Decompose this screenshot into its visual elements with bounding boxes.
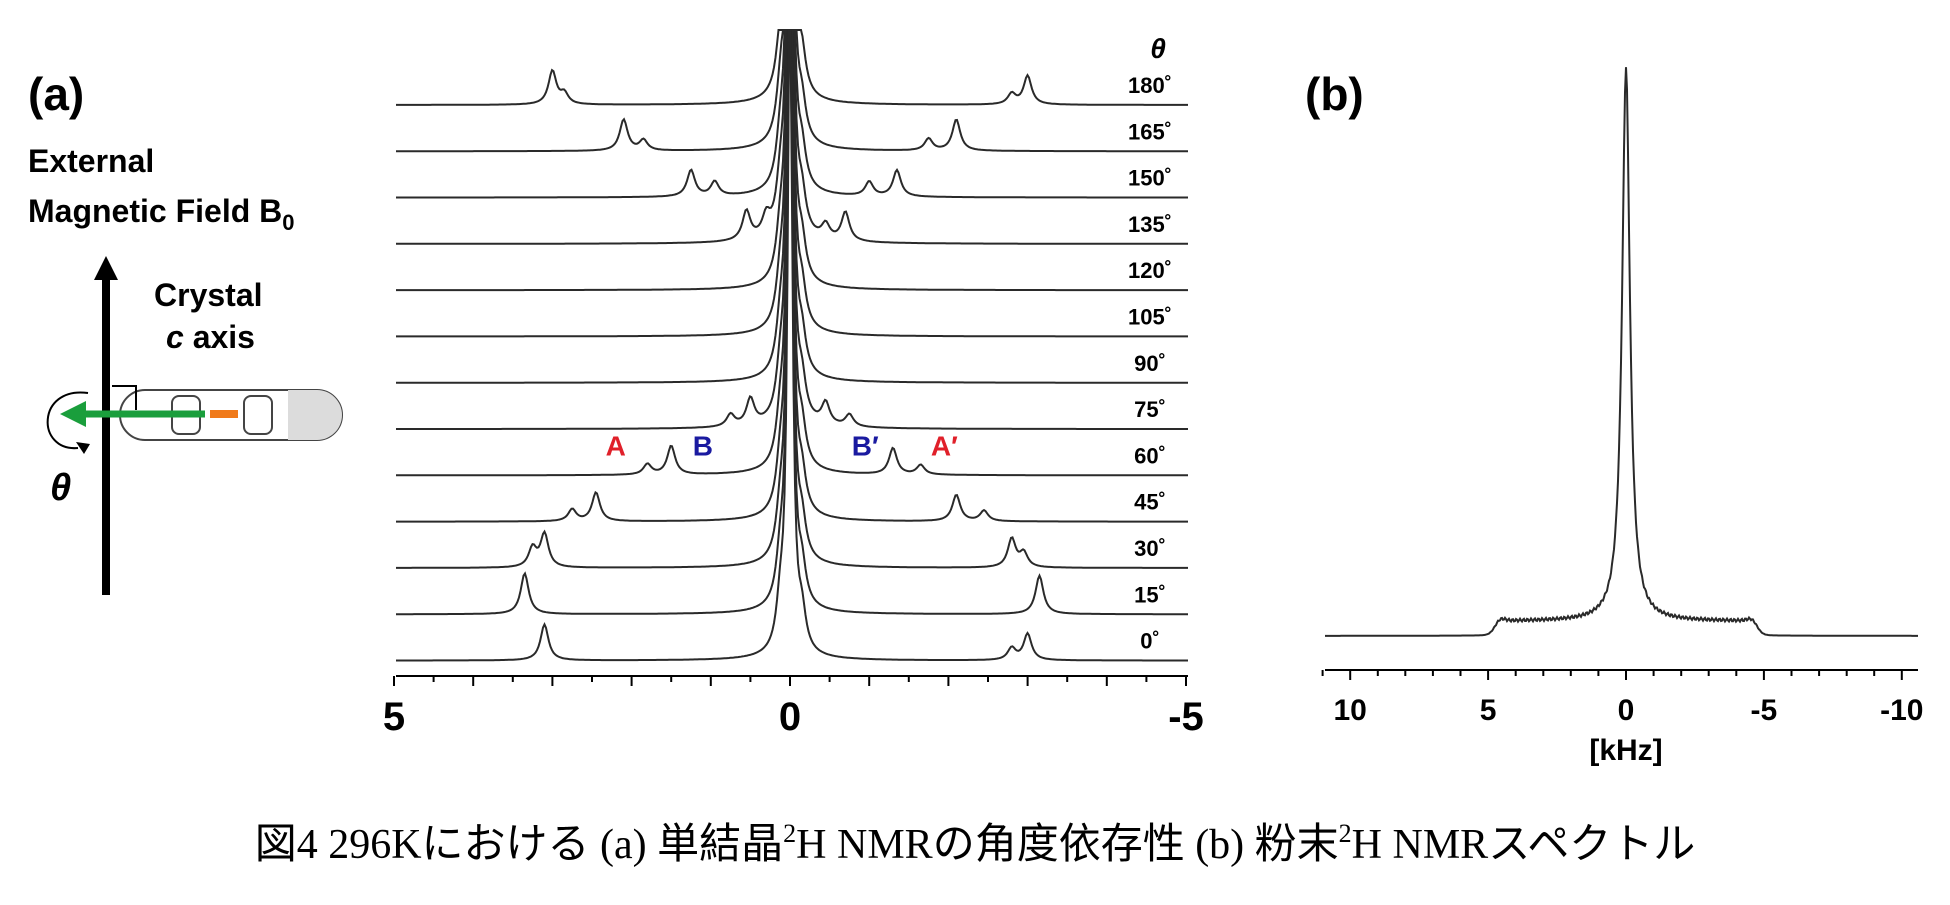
- x-axis-label: [kHz]: [1589, 734, 1662, 767]
- field-label-line1: External: [28, 143, 154, 179]
- angle-label: 120˚: [1128, 258, 1172, 283]
- peak-annotation: A: [606, 430, 626, 461]
- angle-label: 165˚: [1128, 119, 1172, 144]
- x-tick-label: 0: [779, 695, 801, 739]
- field-arrow-head-icon: [94, 256, 118, 280]
- angle-label: 15˚: [1134, 582, 1166, 607]
- svg-text:Magnetic Field B0: Magnetic Field B0: [28, 193, 295, 235]
- field-label-subscript: 0: [282, 210, 294, 235]
- peak-annotation: B: [693, 430, 713, 461]
- rotation-arrow-head-icon: [60, 401, 86, 427]
- rotation-arrowhead-small-icon: [76, 442, 90, 454]
- angle-label: 45˚: [1134, 490, 1166, 515]
- crystal-label-axis: axis: [184, 319, 255, 355]
- angle-label: 150˚: [1128, 166, 1172, 191]
- angle-label: 90˚: [1134, 351, 1166, 376]
- powder-trace: [1325, 67, 1918, 637]
- crystal-label-c: c: [166, 319, 184, 355]
- peak-annotation: B′: [852, 430, 879, 461]
- field-label-line2: Magnetic Field B: [28, 193, 282, 229]
- spectrum-trace: [396, 29, 1188, 662]
- caption-suffix: H NMRスペクトル: [1352, 822, 1696, 868]
- caption-sup2: 2: [1339, 819, 1352, 848]
- capsule-icon: [119, 389, 343, 441]
- peak-annotation: A′: [931, 430, 958, 461]
- panel-b-label: (b): [1305, 68, 1364, 120]
- panel-a-label: (a): [28, 68, 84, 120]
- angle-label: 30˚: [1134, 536, 1166, 561]
- x-tick-label: -5: [1751, 694, 1778, 727]
- svg-text:c axis: c axis: [166, 319, 255, 355]
- angle-label: 105˚: [1128, 305, 1172, 330]
- figure-caption: 図4 296Kにおける (a) 単結晶2H NMRの角度依存性 (b) 粉末2H…: [255, 819, 1696, 868]
- angle-label: 135˚: [1128, 212, 1172, 237]
- x-tick-label: 0: [1618, 694, 1635, 727]
- caption-sup1: 2: [783, 819, 796, 848]
- x-tick-label: 5: [383, 695, 405, 739]
- x-tick-label: 5: [1480, 694, 1497, 727]
- panel-a-schematic: (a) External Magnetic Field B0 Crystal c…: [28, 68, 343, 595]
- angle-label: 60˚: [1134, 443, 1166, 468]
- angle-label: 0˚: [1140, 629, 1160, 654]
- theta-symbol: θ: [50, 467, 71, 509]
- theta-header: θ: [1150, 33, 1166, 64]
- spectrum-trace: [396, 29, 1188, 477]
- angle-spectra-chart: 180˚ 165˚ 150˚ 135˚ 120˚ 105˚ 90˚ 75˚ 60˚ A B B′ A′ 4…: [383, 29, 1204, 739]
- powder-spectrum-chart: (b) 10 5 0 -5 -10 [kHz]: [1305, 67, 1923, 767]
- x-tick-label: 10: [1334, 694, 1367, 727]
- crystal-label-line1: Crystal: [154, 277, 263, 313]
- angle-label: 180˚: [1128, 73, 1172, 98]
- orange-marker: [210, 410, 238, 418]
- caption-mid: H NMRの角度依存性 (b) 粉末: [796, 822, 1339, 868]
- x-tick-label: -5: [1168, 695, 1204, 739]
- angle-label: 75˚: [1134, 397, 1166, 422]
- rotation-circle-arrow-icon: [46, 391, 89, 450]
- right-angle-mark-icon: [112, 385, 137, 410]
- caption-prefix: 図4 296Kにおける (a) 単結晶: [255, 822, 783, 868]
- x-tick-label: -10: [1880, 694, 1923, 727]
